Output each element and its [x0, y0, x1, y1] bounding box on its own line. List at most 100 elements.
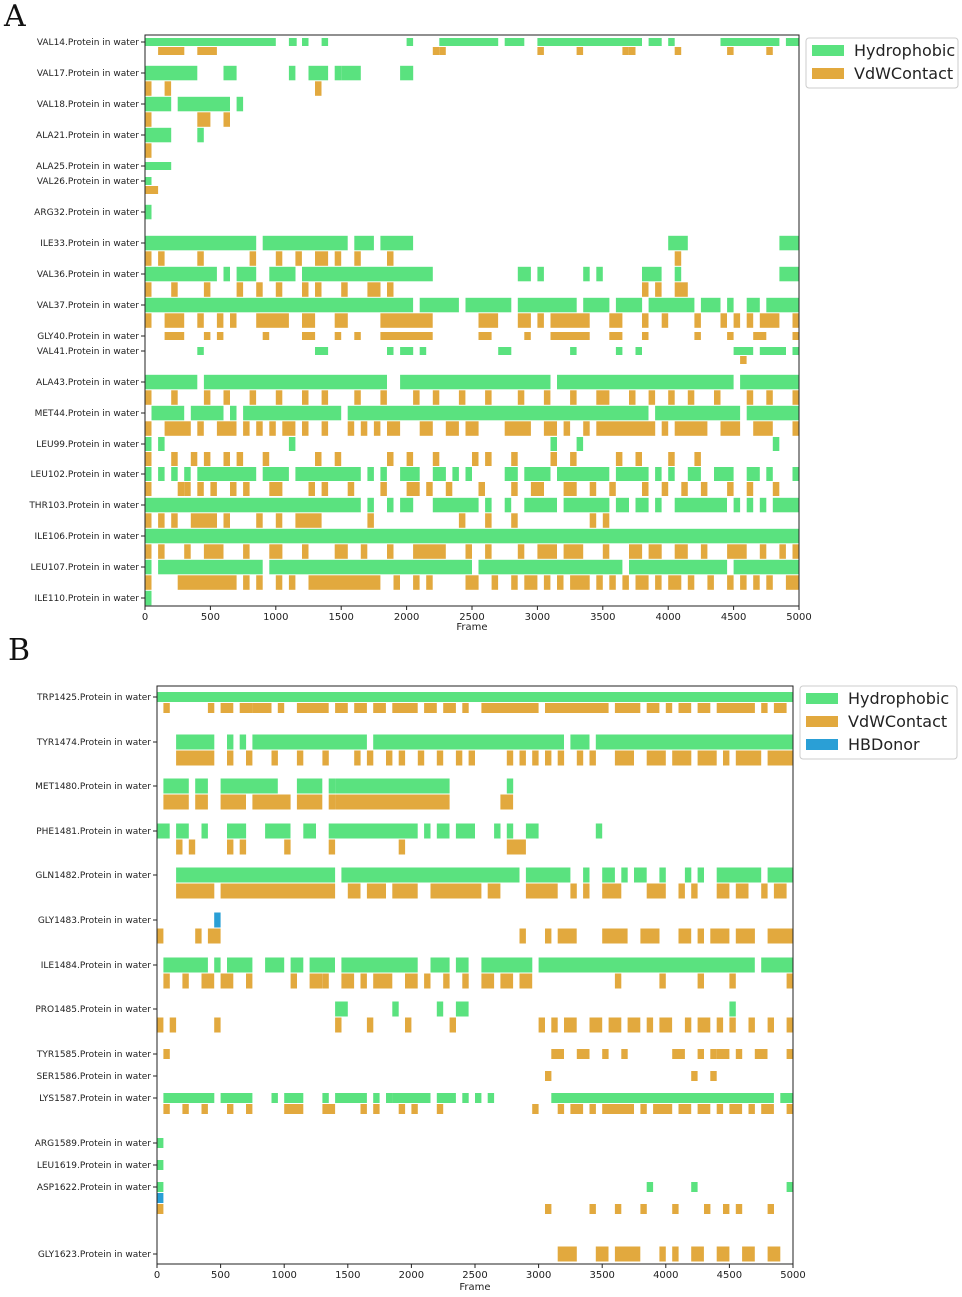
vdwcontact-segment: [184, 482, 191, 496]
vdwcontact-segment: [614, 703, 641, 713]
vdwcontact-segment: [405, 973, 418, 989]
vdwcontact-segment: [491, 575, 499, 590]
vdwcontact-segment: [216, 421, 237, 436]
hydrophobic-segment: [517, 266, 531, 282]
hydrophobic-segment: [576, 437, 584, 451]
vdwcontact-segment: [786, 1049, 793, 1059]
vdwcontact-segment: [413, 575, 420, 590]
y-tick-label: GLY1483.Protein in water: [38, 916, 151, 926]
vdwcontact-segment: [691, 1246, 704, 1262]
vdwcontact-segment: [753, 332, 767, 340]
vdwcontact-segment: [190, 452, 198, 466]
vdwcontact-segment: [519, 928, 526, 944]
vdwcontact-segment: [773, 703, 787, 713]
y-tick-label: TYR1474.Protein in water: [36, 738, 151, 748]
vdwcontact-segment: [570, 883, 577, 899]
vdwcontact-segment: [169, 1017, 177, 1033]
vdwcontact-segment: [256, 421, 263, 436]
vdwcontact-segment: [145, 482, 152, 496]
vdwcontact-segment: [243, 575, 250, 590]
hydrophobic-segment: [145, 177, 152, 185]
vdwcontact-segment: [761, 1104, 774, 1114]
vdwcontact-segment: [321, 482, 329, 496]
hydrophobic-segment: [537, 266, 544, 282]
vdwcontact-segment: [157, 1017, 164, 1033]
interaction-row: VAL37.Protein in water: [37, 297, 799, 328]
interaction-row: ARG1589.Protein in water: [35, 1138, 164, 1149]
vdwcontact-segment: [197, 313, 204, 328]
vdwcontact-segment: [334, 332, 342, 340]
y-tick-label: LEU99.Protein in water: [36, 440, 139, 450]
vdwcontact-segment: [227, 750, 234, 766]
vdwcontact-segment: [302, 421, 309, 436]
interaction-row: VAL26.Protein in water: [37, 177, 159, 194]
vdwcontact-segment: [432, 452, 440, 466]
legend-swatch: [812, 45, 844, 56]
y-tick-label: ARG1589.Protein in water: [35, 1139, 152, 1149]
vdwcontact-segment: [530, 482, 544, 496]
vdwcontact-segment: [275, 251, 283, 266]
vdwcontact-segment: [609, 313, 623, 328]
vdwcontact-segment: [302, 390, 309, 405]
hydrophobic-segment: [252, 734, 367, 750]
vdwcontact-segment: [195, 794, 208, 810]
hydrophobic-segment: [432, 467, 446, 481]
vdwcontact-segment: [145, 544, 152, 559]
x-tick-label: 2000: [399, 1270, 424, 1281]
hydrophobic-segment: [700, 297, 721, 313]
vdwcontact-segment: [277, 703, 285, 713]
vdwcontact-segment: [672, 1204, 679, 1214]
vdwcontact-segment: [576, 1049, 590, 1059]
y-tick-label: PRO1485.Protein in water: [35, 1005, 151, 1015]
vdwcontact-segment: [754, 1049, 768, 1059]
vdwcontact-segment: [716, 1049, 730, 1059]
hydrophobic-segment: [596, 266, 603, 282]
x-tick-label: 5000: [780, 1270, 805, 1281]
hydrophobic-segment: [655, 497, 662, 513]
vdwcontact-segment: [462, 973, 469, 989]
vdwcontact-segment: [661, 313, 669, 328]
hydrophobic-segment: [387, 347, 394, 355]
vdwcontact-segment: [158, 544, 165, 559]
vdwcontact-segment: [766, 47, 773, 55]
vdwcontact-segment: [243, 544, 250, 559]
hydrophobic-segment: [220, 1093, 253, 1103]
hydrophobic-segment: [465, 467, 472, 481]
vdwcontact-segment: [694, 313, 701, 328]
y-tick-label: VAL26.Protein in water: [37, 177, 139, 187]
hydrophobic-segment: [227, 734, 234, 750]
hydrophobic-segment: [145, 437, 152, 451]
vdwcontact-segment: [182, 973, 189, 989]
vdwcontact-segment: [602, 928, 628, 944]
hydrophobic-segment: [335, 778, 450, 794]
vdwcontact-segment: [203, 452, 211, 466]
hydrophobic-segment: [621, 867, 628, 883]
hydrophobic-segment: [439, 38, 499, 46]
chart-panel-B: B TRP1425.Protein in water TYR1474.Protein…: [8, 633, 958, 1293]
vdwcontact-segment: [468, 750, 475, 766]
vdwcontact-segment: [417, 750, 425, 766]
vdwcontact-segment: [485, 452, 492, 466]
hydrophobic-segment: [288, 437, 296, 451]
hydrophobic-segment: [615, 467, 649, 481]
interaction-row: ILE33.Protein in water: [40, 235, 799, 266]
hydrophobic-segment: [400, 65, 414, 81]
vdwcontact-segment: [302, 332, 316, 340]
vdwcontact-segment: [655, 282, 662, 297]
vdwcontact-segment: [735, 883, 749, 899]
vdwcontact-segment: [550, 332, 590, 340]
hydrophobic-segment: [779, 235, 799, 251]
hydrophobic-segment: [646, 1182, 654, 1192]
y-tick-label: VAL41.Protein in water: [37, 347, 139, 357]
hydrophobic-segment: [262, 235, 348, 251]
x-tick-label: 4000: [653, 1270, 678, 1281]
hydrophobic-segment: [659, 867, 666, 883]
interaction-row: LEU1619.Protein in water: [37, 1160, 164, 1171]
vdwcontact-segment: [271, 750, 278, 766]
hydrophobic-segment: [145, 266, 217, 282]
vdwcontact-segment: [537, 544, 557, 559]
vdwcontact-segment: [308, 575, 381, 590]
vdwcontact-segment: [537, 313, 544, 328]
vdwcontact-segment: [761, 883, 768, 899]
hydrophobic-segment: [290, 957, 304, 973]
